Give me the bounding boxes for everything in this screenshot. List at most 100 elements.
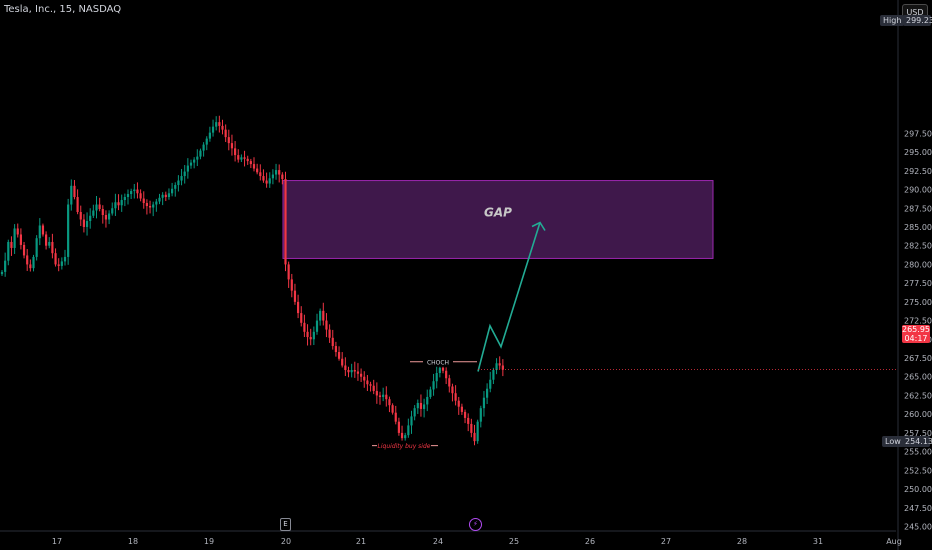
candle: [41, 223, 45, 237]
liquidity-label-bg: [377, 440, 431, 451]
choch-label: CHOCH: [427, 359, 449, 366]
candle: [117, 194, 120, 211]
candle: [76, 189, 79, 215]
candle-body: [287, 264, 290, 280]
y-tick-label: 292.50: [904, 167, 932, 176]
candle: [126, 189, 130, 205]
candle: [243, 150, 246, 167]
candle: [240, 154, 243, 162]
candle-body: [211, 126, 215, 133]
candle-body: [139, 193, 142, 199]
liquidity-label: Liquidity buy side: [378, 443, 431, 450]
candle: [221, 119, 224, 135]
candle-body: [205, 138, 208, 145]
candle-body: [60, 261, 63, 266]
candle: [13, 224, 16, 254]
candle: [158, 193, 161, 205]
calendar-e-icon[interactable]: E: [280, 518, 291, 531]
candle-body: [256, 168, 259, 173]
candle-body: [473, 432, 476, 442]
candle: [423, 398, 426, 418]
candle-body: [410, 416, 413, 426]
candle-body: [495, 363, 498, 371]
candle: [211, 119, 215, 137]
candle: [413, 405, 416, 421]
candle-body: [67, 204, 70, 257]
candle-body: [196, 156, 199, 160]
candle: [259, 164, 262, 181]
candle: [10, 236, 13, 256]
candle-body: [382, 394, 385, 397]
candle-body: [104, 214, 108, 220]
candle: [189, 159, 193, 169]
candle: [98, 197, 101, 212]
y-tick-label: 295.00: [904, 148, 932, 157]
candle-body: [4, 260, 7, 272]
high-label: High: [880, 15, 905, 26]
candle-body: [19, 234, 22, 245]
lightning-icon[interactable]: ⚡: [469, 518, 482, 531]
candle-body: [375, 390, 378, 396]
candle-body: [148, 206, 152, 208]
choch-label-bg: [423, 356, 453, 367]
candle-body: [268, 178, 271, 184]
candle: [16, 223, 19, 238]
candle: [429, 386, 432, 399]
candle-body: [426, 396, 429, 405]
candle-body: [189, 162, 193, 166]
y-tick-label: 285.00: [904, 223, 932, 232]
y-tick-label: 252.50: [904, 466, 932, 475]
price-countdown: 04:17: [904, 334, 928, 343]
candle: [274, 163, 278, 180]
candle-body: [26, 255, 29, 265]
candle: [26, 249, 29, 271]
candle: [234, 141, 237, 162]
candle-body: [202, 144, 205, 151]
candle-body: [262, 176, 265, 181]
candle: [479, 405, 482, 428]
candle-body: [145, 203, 148, 207]
y-tick-label: 282.50: [904, 242, 932, 251]
candle-body: [158, 197, 161, 202]
candle: [161, 192, 164, 206]
candle: [4, 252, 7, 277]
candle-body: [171, 188, 174, 194]
candle: [287, 261, 290, 288]
candle-body: [429, 389, 432, 397]
candle-body: [63, 256, 67, 262]
candle-body: [32, 256, 35, 269]
candle-body: [123, 197, 126, 201]
candle-body: [35, 238, 38, 257]
candle-body: [479, 408, 482, 422]
candle-body: [385, 394, 388, 400]
candle-body: [363, 376, 366, 381]
candle-body: [404, 435, 407, 439]
candle: [136, 182, 139, 199]
candle: [70, 179, 73, 211]
y-tick-label: 257.50: [904, 429, 932, 438]
candle: [0, 270, 4, 277]
candle-body: [350, 370, 353, 373]
candle: [375, 382, 378, 404]
candle: [142, 191, 145, 209]
candle: [164, 191, 167, 202]
candle: [460, 403, 463, 415]
y-tick-label: 280.00: [904, 260, 932, 269]
candle-body: [79, 212, 82, 220]
candle: [155, 198, 158, 212]
candle: [489, 371, 492, 393]
candle-body: [48, 241, 51, 246]
candle: [278, 164, 281, 183]
x-tick-label: 24: [433, 537, 443, 546]
current-price-badge: 265.95 04:17: [902, 325, 930, 343]
candle: [495, 358, 498, 375]
candle: [29, 259, 32, 272]
candle: [315, 313, 319, 335]
y-tick-label: 272.50: [904, 317, 932, 326]
candle-body: [432, 381, 435, 390]
candle-body: [240, 157, 243, 160]
candle-body: [29, 264, 32, 269]
candle-body: [347, 370, 350, 373]
candle: [448, 374, 451, 393]
